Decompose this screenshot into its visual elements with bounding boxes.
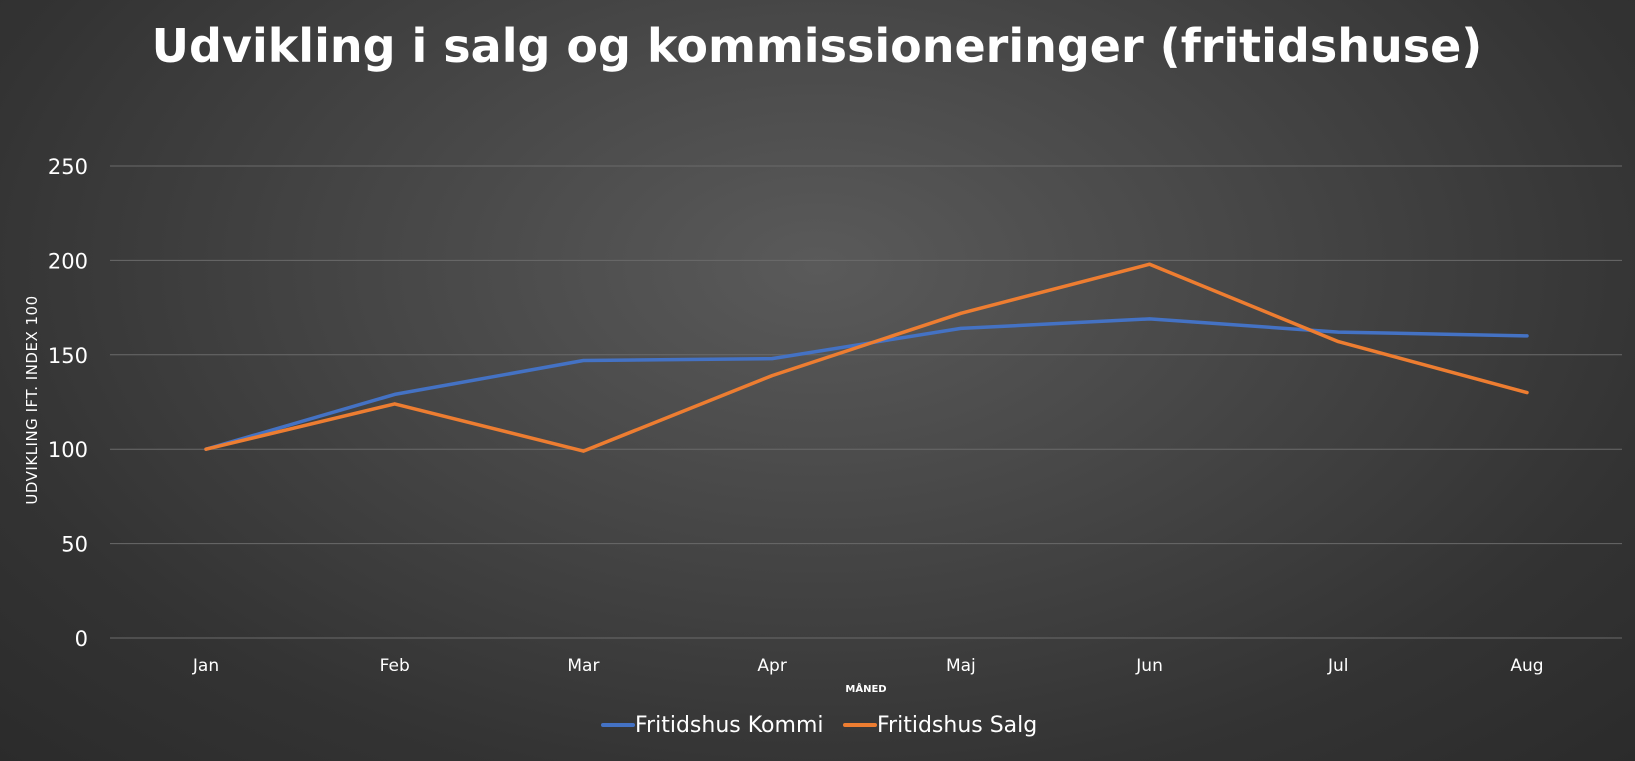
y-axis-ticks: 0 50 100 150 200 250: [48, 155, 88, 651]
y-tick-label: 0: [75, 627, 88, 651]
y-tick-label: 100: [48, 438, 88, 462]
x-axis-label: MÅNED: [845, 682, 886, 695]
x-tick-label: Feb: [380, 656, 410, 676]
data-point: [770, 374, 774, 378]
legend-item: Fritidshus Kommi: [601, 713, 823, 738]
data-point: [1336, 340, 1340, 344]
x-tick-label: Jul: [1327, 656, 1349, 676]
x-axis-ticks: Jan Feb Mar Apr Maj Jun Jul Aug: [192, 656, 1544, 676]
gridlines: [110, 165, 1622, 639]
legend-label: Fritidshus Salg: [877, 713, 1037, 738]
x-tick-label: Mar: [567, 656, 599, 676]
data-point: [770, 357, 774, 361]
data-point: [959, 326, 963, 330]
x-tick-label: Aug: [1510, 656, 1543, 676]
y-tick-label: 200: [48, 249, 88, 273]
legend: Fritidshus Kommi Fritidshus Salg: [601, 713, 1037, 738]
y-tick-label: 250: [48, 155, 88, 179]
x-tick-label: Jun: [1135, 656, 1163, 676]
x-tick-label: Jan: [192, 656, 219, 676]
legend-item: Fritidshus Salg: [843, 713, 1037, 738]
data-point: [1525, 391, 1529, 395]
chart-title: Udvikling i salg og kommissioneringer (f…: [152, 19, 1483, 73]
data-point: [204, 447, 208, 451]
data-point: [1525, 334, 1529, 338]
data-point: [1336, 330, 1340, 334]
x-tick-label: Maj: [946, 656, 976, 676]
series-line-fritidshus-salg: [204, 262, 1529, 453]
data-point: [393, 402, 397, 406]
y-tick-label: 50: [61, 533, 88, 557]
series-lines: [204, 262, 1529, 453]
data-point: [1148, 262, 1152, 266]
data-point: [581, 449, 585, 453]
data-point: [581, 358, 585, 362]
y-axis-label: UDVIKLING IFT. INDEX 100: [23, 295, 41, 504]
y-tick-label: 150: [48, 344, 88, 368]
data-point: [393, 392, 397, 396]
data-point: [959, 311, 963, 315]
x-tick-label: Apr: [757, 656, 786, 676]
legend-label: Fritidshus Kommi: [635, 713, 823, 738]
data-point: [1148, 317, 1152, 321]
